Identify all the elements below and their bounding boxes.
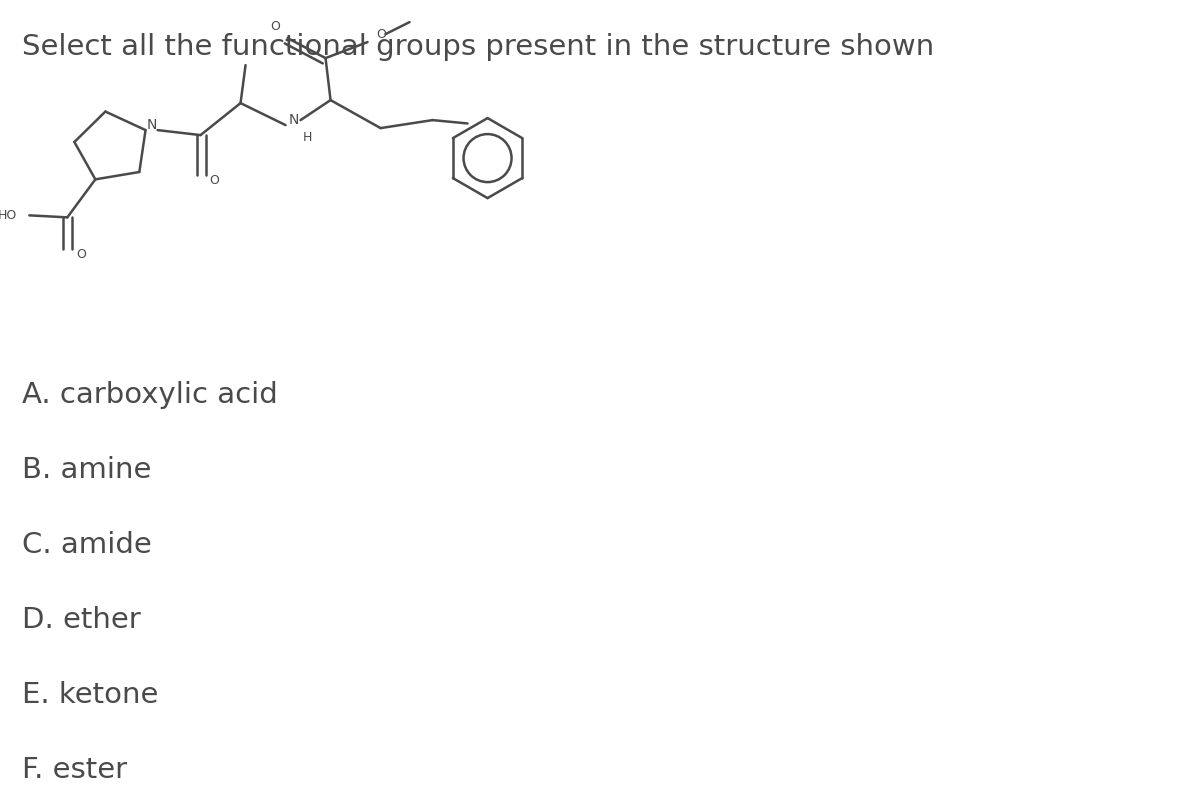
Text: B. amine: B. amine bbox=[22, 456, 151, 484]
Text: C. amide: C. amide bbox=[22, 531, 151, 559]
Text: HO: HO bbox=[0, 209, 17, 222]
Text: D. ether: D. ether bbox=[22, 606, 140, 634]
Text: O: O bbox=[271, 20, 281, 33]
Text: O: O bbox=[210, 173, 220, 187]
Text: Select all the functional groups present in the structure shown: Select all the functional groups present… bbox=[22, 33, 935, 61]
Text: N: N bbox=[288, 113, 299, 127]
Text: N: N bbox=[146, 118, 157, 132]
Text: A. carboxylic acid: A. carboxylic acid bbox=[22, 381, 277, 409]
Text: H: H bbox=[302, 130, 312, 144]
Text: F. ester: F. ester bbox=[22, 756, 127, 784]
Text: O: O bbox=[77, 248, 86, 261]
Text: O: O bbox=[377, 28, 386, 41]
Text: E. ketone: E. ketone bbox=[22, 681, 158, 709]
